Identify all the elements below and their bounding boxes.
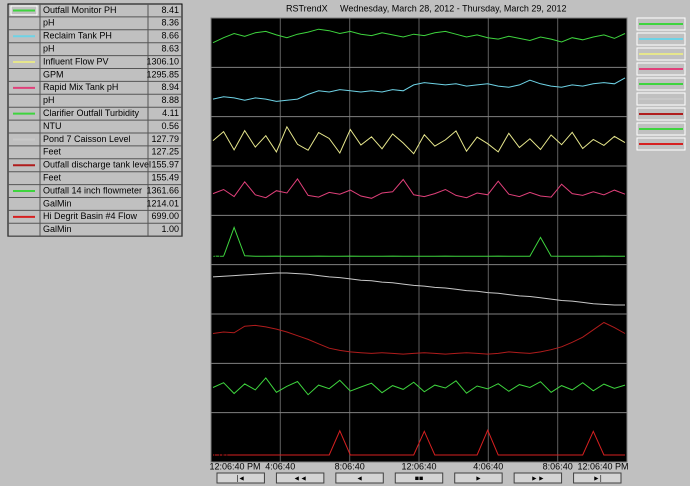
time-label: 12:06:40 PM xyxy=(577,461,628,471)
trace xyxy=(212,178,626,199)
unit-label: Feet xyxy=(43,173,62,183)
scale-max: 8.66 xyxy=(212,69,228,78)
trace xyxy=(212,28,626,44)
min-value: 8.63 xyxy=(161,44,179,54)
plot-border xyxy=(210,17,628,463)
date-range: Wednesday, March 28, 2012 - Thursday, Ma… xyxy=(340,3,566,13)
unit-label: GalMin xyxy=(43,224,72,234)
nav-icon: ►► xyxy=(531,475,545,482)
time-label: 8:06:40 xyxy=(543,461,573,471)
trace xyxy=(212,225,626,257)
time-label: 4:06:40 xyxy=(265,461,295,471)
nav-icon: |◄ xyxy=(236,475,245,482)
min-value: 155.49 xyxy=(151,173,179,183)
scale-max: 1361.66 xyxy=(212,365,241,374)
min-value: 8.88 xyxy=(161,95,179,105)
pen-name: Outfall 14 inch flowmeter xyxy=(43,185,142,195)
pen-name: Pond 7 Caisson Level xyxy=(43,134,131,144)
app-title: RSTrendX xyxy=(286,3,328,13)
max-value: 699.00 xyxy=(151,211,179,221)
max-value: 155.97 xyxy=(151,160,179,170)
scale-min: 8.88 xyxy=(212,204,228,213)
trace xyxy=(212,125,626,155)
max-value: 1306.10 xyxy=(146,56,179,66)
time-label: 12:06:40 xyxy=(401,461,436,471)
nav-icon: ■■ xyxy=(415,475,423,482)
pen-selected xyxy=(10,5,38,16)
scale-max: 155.97 xyxy=(212,316,237,325)
scale-max: 127.79 xyxy=(212,267,237,276)
nav-icon: ◄◄ xyxy=(293,475,307,482)
pen-name: Outfall Monitor PH xyxy=(43,5,117,15)
max-value: 4.11 xyxy=(162,108,179,118)
time-label: 4:06:40 xyxy=(473,461,503,471)
time-label: 12:06:40 PM xyxy=(209,461,260,471)
nav-button[interactable] xyxy=(394,472,444,484)
pen-name: Outfall discharge tank level xyxy=(43,160,151,170)
scale-max: 699.00 xyxy=(212,415,237,424)
nav-icon: ► xyxy=(475,475,482,482)
nav-button[interactable] xyxy=(335,472,384,484)
min-value: 8.36 xyxy=(161,18,179,28)
trace xyxy=(212,377,626,396)
max-value: 8.66 xyxy=(161,31,179,41)
nav-icon: ◄ xyxy=(356,475,363,482)
max-value: 8.41 xyxy=(161,5,179,15)
pen-name: Hi Degrit Basin #4 Flow xyxy=(43,211,138,221)
nav-button[interactable] xyxy=(275,472,325,484)
scale-min: 155.49 xyxy=(212,352,237,361)
nav-buttons: |◄ ◄◄ ◄ ■■ ► ►► ►| xyxy=(216,472,622,484)
scale-max: 8.41 xyxy=(212,20,228,29)
pen-name: Rapid Mix Tank pH xyxy=(43,82,118,92)
unit-label: GalMin xyxy=(43,198,72,208)
scale-max: 4.11 xyxy=(212,217,228,226)
min-value: 1295.85 xyxy=(146,69,179,79)
min-value: 127.25 xyxy=(151,147,179,157)
scale-min: 1214.01 xyxy=(212,402,241,411)
unit-label: GPM xyxy=(43,69,64,79)
scale-min: 1295.85 xyxy=(212,155,241,164)
scale-max: 8.94 xyxy=(212,168,228,177)
time-label: 8:06:40 xyxy=(335,461,365,471)
nav-button[interactable] xyxy=(513,472,563,484)
scale-max: 1306.10 xyxy=(212,119,241,128)
pen-name: Influent Flow PV xyxy=(43,56,109,66)
max-value: 8.94 xyxy=(161,82,179,92)
min-value: 0.56 xyxy=(161,121,179,131)
unit-label: pH xyxy=(43,18,55,28)
trace xyxy=(212,77,626,102)
min-value: 1.00 xyxy=(161,224,179,234)
scale-min: 8.63 xyxy=(212,106,228,115)
trace xyxy=(213,428,625,456)
scale-min: 127.25 xyxy=(212,303,237,312)
nav-button[interactable] xyxy=(454,472,503,484)
pen-name: Clarifier Outfall Turbidity xyxy=(43,108,140,118)
trace xyxy=(212,272,625,306)
unit-label: NTU xyxy=(43,121,62,131)
nav-button[interactable] xyxy=(573,472,622,484)
max-value: 127.79 xyxy=(151,134,179,144)
nav-button[interactable] xyxy=(216,472,265,484)
nav-icon: ►| xyxy=(593,475,602,482)
trace xyxy=(212,321,626,355)
max-value: 1361.66 xyxy=(146,185,179,195)
scale-min: 0.56 xyxy=(212,254,228,263)
min-value: 1214.01 xyxy=(146,198,179,208)
unit-label: pH xyxy=(43,44,55,54)
pen-name: Reclaim Tank PH xyxy=(43,31,112,41)
unit-label: pH xyxy=(43,95,55,105)
scale-min: 1.00 xyxy=(212,451,228,460)
unit-label: Feet xyxy=(43,147,62,157)
scale-min: 8.36 xyxy=(212,56,228,65)
